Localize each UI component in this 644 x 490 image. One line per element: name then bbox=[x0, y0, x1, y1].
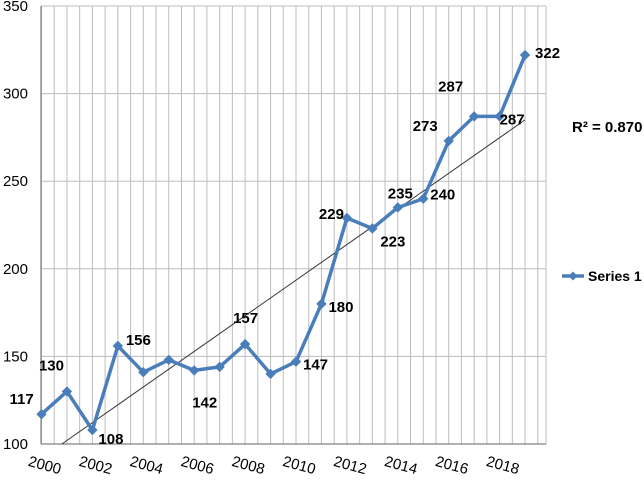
series-1-point bbox=[418, 193, 429, 204]
legend-series-1-marker bbox=[568, 271, 578, 281]
x-tick-label: 2008 bbox=[230, 453, 267, 478]
x-tick-label: 2000 bbox=[26, 453, 63, 478]
chart-axes bbox=[40, 6, 546, 445]
data-label: 235 bbox=[388, 185, 413, 202]
series-group bbox=[36, 49, 531, 436]
series-1-point bbox=[239, 338, 251, 350]
trendline-group bbox=[61, 119, 526, 445]
data-label: 180 bbox=[328, 299, 353, 316]
x-tick-label: 2006 bbox=[179, 453, 216, 478]
x-tick-label: 2004 bbox=[128, 453, 165, 478]
data-label: 287 bbox=[500, 111, 525, 128]
x-tick-label: 2014 bbox=[383, 453, 420, 478]
chart-grid bbox=[41, 5, 547, 445]
legend-series-1-label: Series 1 bbox=[588, 268, 642, 284]
series-1-point bbox=[87, 424, 98, 436]
series-1-point bbox=[443, 135, 454, 147]
x-tick-label: 2012 bbox=[332, 453, 369, 478]
data-label: 117 bbox=[10, 391, 34, 408]
series-1-point bbox=[519, 49, 531, 61]
r-squared-label: R² = 0.870 bbox=[572, 119, 642, 136]
y-tick-label: 150 bbox=[3, 348, 28, 365]
data-label: 229 bbox=[319, 206, 344, 223]
linear-trendline bbox=[61, 119, 526, 445]
data-label: 273 bbox=[413, 118, 438, 135]
x-tick-label: 2018 bbox=[484, 453, 521, 478]
series-1-point bbox=[163, 354, 174, 366]
series-1-point bbox=[341, 212, 353, 224]
series-1-point bbox=[367, 223, 378, 234]
data-label: 322 bbox=[535, 45, 560, 62]
series-1-point bbox=[316, 298, 327, 310]
data-label: 157 bbox=[233, 310, 258, 327]
y-tick-label: 250 bbox=[3, 173, 28, 190]
data-label: 223 bbox=[380, 234, 405, 251]
series-1-point bbox=[494, 111, 505, 122]
series-1-point bbox=[214, 361, 225, 373]
data-label: 108 bbox=[98, 431, 123, 448]
data-label: 142 bbox=[192, 394, 217, 411]
data-label: 156 bbox=[126, 332, 151, 349]
data-label: 147 bbox=[303, 357, 328, 374]
series-1-point bbox=[36, 409, 47, 420]
tick-labels-group: 100 150 200 250 300 350 2000 2002 2004 2006 2008 20… bbox=[3, 0, 521, 478]
x-tick-label: 2016 bbox=[434, 453, 471, 478]
series-1-point bbox=[61, 386, 73, 397]
series-1-point bbox=[138, 366, 149, 378]
data-label: 287 bbox=[438, 78, 463, 95]
y-tick-label: 350 bbox=[3, 0, 28, 15]
x-tick-label: 2002 bbox=[77, 453, 114, 478]
series-1-point bbox=[392, 202, 404, 213]
series-1-point bbox=[290, 356, 302, 367]
series-1-point bbox=[468, 111, 480, 122]
chart-legend: Series 1 bbox=[562, 268, 642, 284]
y-tick-label: 200 bbox=[3, 261, 28, 278]
series-1-line bbox=[40, 54, 527, 432]
y-tick-label: 100 bbox=[3, 436, 28, 453]
y-tick-label: 300 bbox=[3, 86, 28, 103]
data-label: 130 bbox=[39, 357, 64, 374]
series-1-point bbox=[188, 365, 200, 376]
data-labels-group: 117 130 108 156 142 157 147 180 229 223 235 240 273 2… bbox=[10, 45, 561, 448]
data-label: 240 bbox=[430, 187, 455, 204]
series-1-point bbox=[112, 340, 124, 352]
x-tick-label: 2010 bbox=[281, 453, 318, 478]
series-1-point bbox=[265, 368, 276, 380]
